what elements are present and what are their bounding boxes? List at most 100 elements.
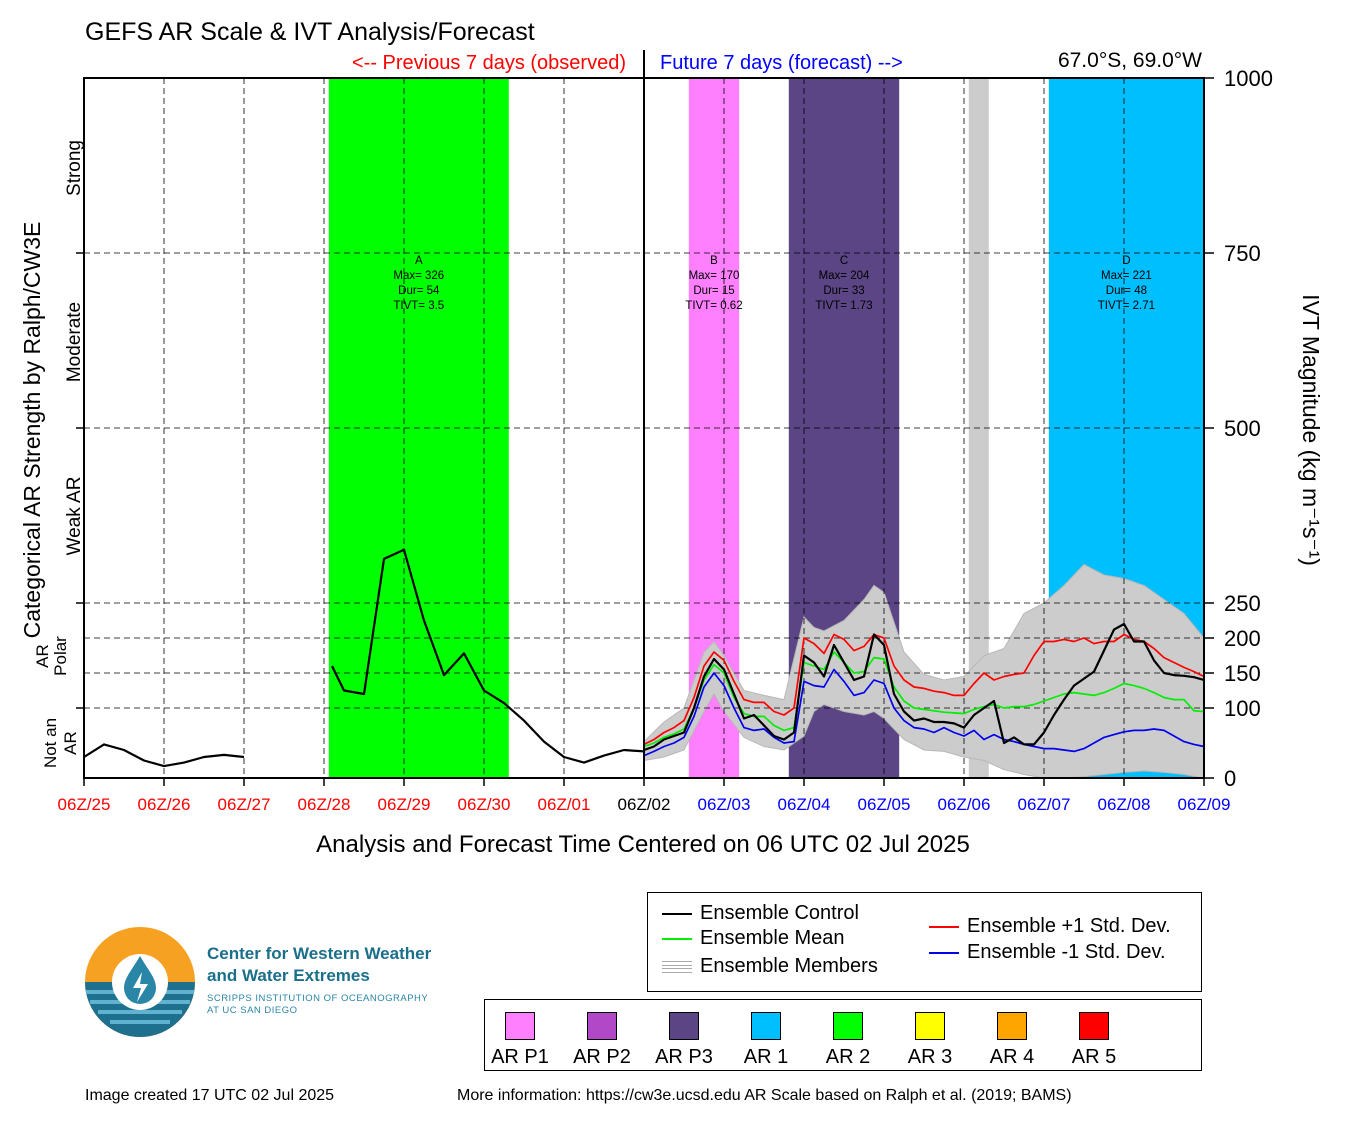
location-label: 67.0°S, 69.0°W [1058, 49, 1202, 72]
left-axis-title: Categorical AR Strength by Ralph/CW3E [19, 222, 45, 639]
period-a-label-3: TIVT= 3.5 [393, 300, 444, 312]
x-tick-label: 06Z/08 [1098, 795, 1151, 814]
x-tick-label: 06Z/28 [298, 795, 351, 814]
x-tick-label: 06Z/27 [218, 795, 271, 814]
period-b-label-3: TIVT= 0.62 [685, 300, 742, 312]
ar-scale-label: AR 3 [907, 1046, 953, 1068]
axes-layer: 0 100 150 200 250 500 750 1000 06Z/25 06Z/26 06Z/2… [58, 50, 1273, 814]
x-tick-label: 06Z/07 [1018, 795, 1071, 814]
series-ensemble-control-2 [643, 622, 1205, 752]
ar-scale-label: AR P1 [491, 1046, 549, 1068]
period-d-label-0: D [1122, 255, 1130, 267]
x-axis-title: Analysis and Forecast Time Centered on 0… [316, 831, 970, 858]
legend-label-control: Ensemble Control [700, 902, 859, 924]
series-ensemble-1-std-dev--0 [643, 668, 1205, 757]
ar-scale-swatch [997, 1012, 1027, 1040]
period-b-label-2: Dur= 15 [693, 285, 734, 297]
legend-item-minus-std: Ensemble -1 Std. Dev. [929, 941, 1166, 964]
series-ensemble-control-0 [83, 743, 245, 768]
footer-created: Image created 17 UTC 02 Jul 2025 [85, 1087, 335, 1104]
x-tick-label: 06Z/05 [858, 795, 911, 814]
legend-line-minus-std [929, 951, 959, 954]
ar-scale-item: AR P2 [562, 1012, 642, 1069]
ar-scale-swatch [751, 1012, 781, 1040]
y-tick-label: 500 [1224, 416, 1261, 441]
legend-line-mean [662, 937, 692, 940]
period-c-label-3: TIVT= 1.73 [815, 300, 872, 312]
previous-days-label: <-- Previous 7 days (observed) [352, 52, 626, 74]
logo-line-2: and Water Extremes [207, 966, 370, 985]
legend-label-members: Ensemble Members [700, 955, 878, 977]
ar-scale-swatch [587, 1012, 617, 1040]
ar-scale-swatch [833, 1012, 863, 1040]
ar-scale-item: AR P3 [644, 1012, 724, 1069]
ar-scale-label: AR 4 [989, 1046, 1035, 1068]
x-tick-label: 06Z/29 [378, 795, 431, 814]
cw3e-logo [84, 926, 196, 1038]
logo-org-name: Center for Western Weather and Water Ext… [207, 943, 431, 987]
ar-scale-label: AR 1 [743, 1046, 789, 1068]
right-axis-title: IVT Magnitude (kg m⁻¹s⁻¹) [1298, 294, 1324, 566]
y-tick-label: 100 [1224, 696, 1261, 721]
ar-scale-swatch [505, 1012, 535, 1040]
period-c-label-2: Dur= 33 [823, 285, 864, 297]
chart-title: GEFS AR Scale & IVT Analysis/Forecast [85, 18, 535, 46]
y-tick-label: 750 [1224, 241, 1261, 266]
period-c-label-1: Max= 204 [819, 270, 870, 282]
ar-scale-label: AR P3 [655, 1046, 713, 1068]
y-tick-label: 200 [1224, 626, 1261, 651]
ivt-chart: A Max= 326 Dur= 54 TIVT= 3.5 B Max= 170 Dur= 1… [19, 18, 1324, 858]
legend-item-control: Ensemble Control [662, 902, 859, 925]
ar-scale-swatch [1079, 1012, 1109, 1040]
ar-scale-label: AR P2 [573, 1046, 631, 1068]
x-tick-label: 06Z/02 [618, 795, 671, 814]
ar-scale-legend: AR P1 AR P2 AR P3 AR 1 AR 2 AR 3 AR 4 AR 5 [484, 999, 1202, 1071]
x-tick-label: 06Z/25 [58, 795, 111, 814]
series-ensemble-1-std-dev--0 [643, 633, 1205, 746]
y-tick-label: 250 [1224, 591, 1261, 616]
x-tick-label: 06Z/03 [698, 795, 751, 814]
legend-label-mean: Ensemble Mean [700, 927, 845, 949]
y-tick-label: 150 [1224, 661, 1261, 686]
legend-line-plus-std [929, 925, 959, 928]
category-moderate: Moderate [64, 302, 85, 382]
x-tick-label: 06Z/04 [778, 795, 831, 814]
x-tick-label: 06Z/01 [538, 795, 591, 814]
logo-institution: SCRIPPS INSTITUTION OF OCEANOGRAPHY AT U… [207, 993, 428, 1017]
y-tick-label: 0 [1224, 766, 1236, 791]
y-tick-label: 1000 [1224, 66, 1273, 91]
ar-scale-item: AR 3 [890, 1012, 970, 1069]
ar-scale-item: AR 2 [808, 1012, 888, 1069]
future-days-label: Future 7 days (forecast) --> [660, 52, 903, 74]
period-a-label-2: Dur= 54 [398, 285, 440, 297]
period-a-label-1: Max= 326 [393, 270, 444, 282]
legend-item-members: Ensemble Members [662, 955, 878, 978]
ensemble-legend: Ensemble Control Ensemble Mean Ensemble … [647, 892, 1202, 992]
category-weak: Weak AR [64, 477, 85, 556]
footer-more-info: More information: https://cw3e.ucsd.edu … [457, 1087, 1072, 1104]
period-a-label-0: A [415, 255, 423, 267]
legend-line-control [662, 912, 692, 915]
legend-item-mean: Ensemble Mean [662, 927, 845, 950]
x-tick-label: 06Z/09 [1178, 795, 1231, 814]
period-labels-layer: A Max= 326 Dur= 54 TIVT= 3.5 B Max= 170 Dur= 1… [393, 255, 1155, 312]
logo-line-3: SCRIPPS INSTITUTION OF OCEANOGRAPHY [207, 993, 429, 1004]
category-polar: PolarAR [33, 636, 70, 676]
category-strong: Strong [64, 140, 85, 196]
period-c-label-0: C [840, 255, 848, 267]
period-d-label-3: TIVT= 2.71 [1098, 300, 1155, 312]
ar-scale-swatch [915, 1012, 945, 1040]
legend-label-minus-std: Ensemble -1 Std. Dev. [967, 941, 1166, 963]
period-d-label-2: Dur= 48 [1106, 285, 1147, 297]
ar-scale-item: AR 5 [1054, 1012, 1134, 1069]
ar-scale-item: AR P1 [480, 1012, 560, 1069]
category-not-ar: Not anAR [41, 718, 80, 768]
period-b-label-1: Max= 170 [689, 270, 740, 282]
ar-scale-swatch [669, 1012, 699, 1040]
series-layer [83, 548, 1205, 768]
logo-line-4: AT UC SAN DIEGO [207, 1005, 298, 1016]
legend-label-plus-std: Ensemble +1 Std. Dev. [967, 915, 1171, 937]
cw3e-logo-icon [85, 927, 195, 1037]
ar-scale-label: AR 2 [825, 1046, 871, 1068]
logo-line-1: Center for Western Weather [207, 944, 432, 963]
